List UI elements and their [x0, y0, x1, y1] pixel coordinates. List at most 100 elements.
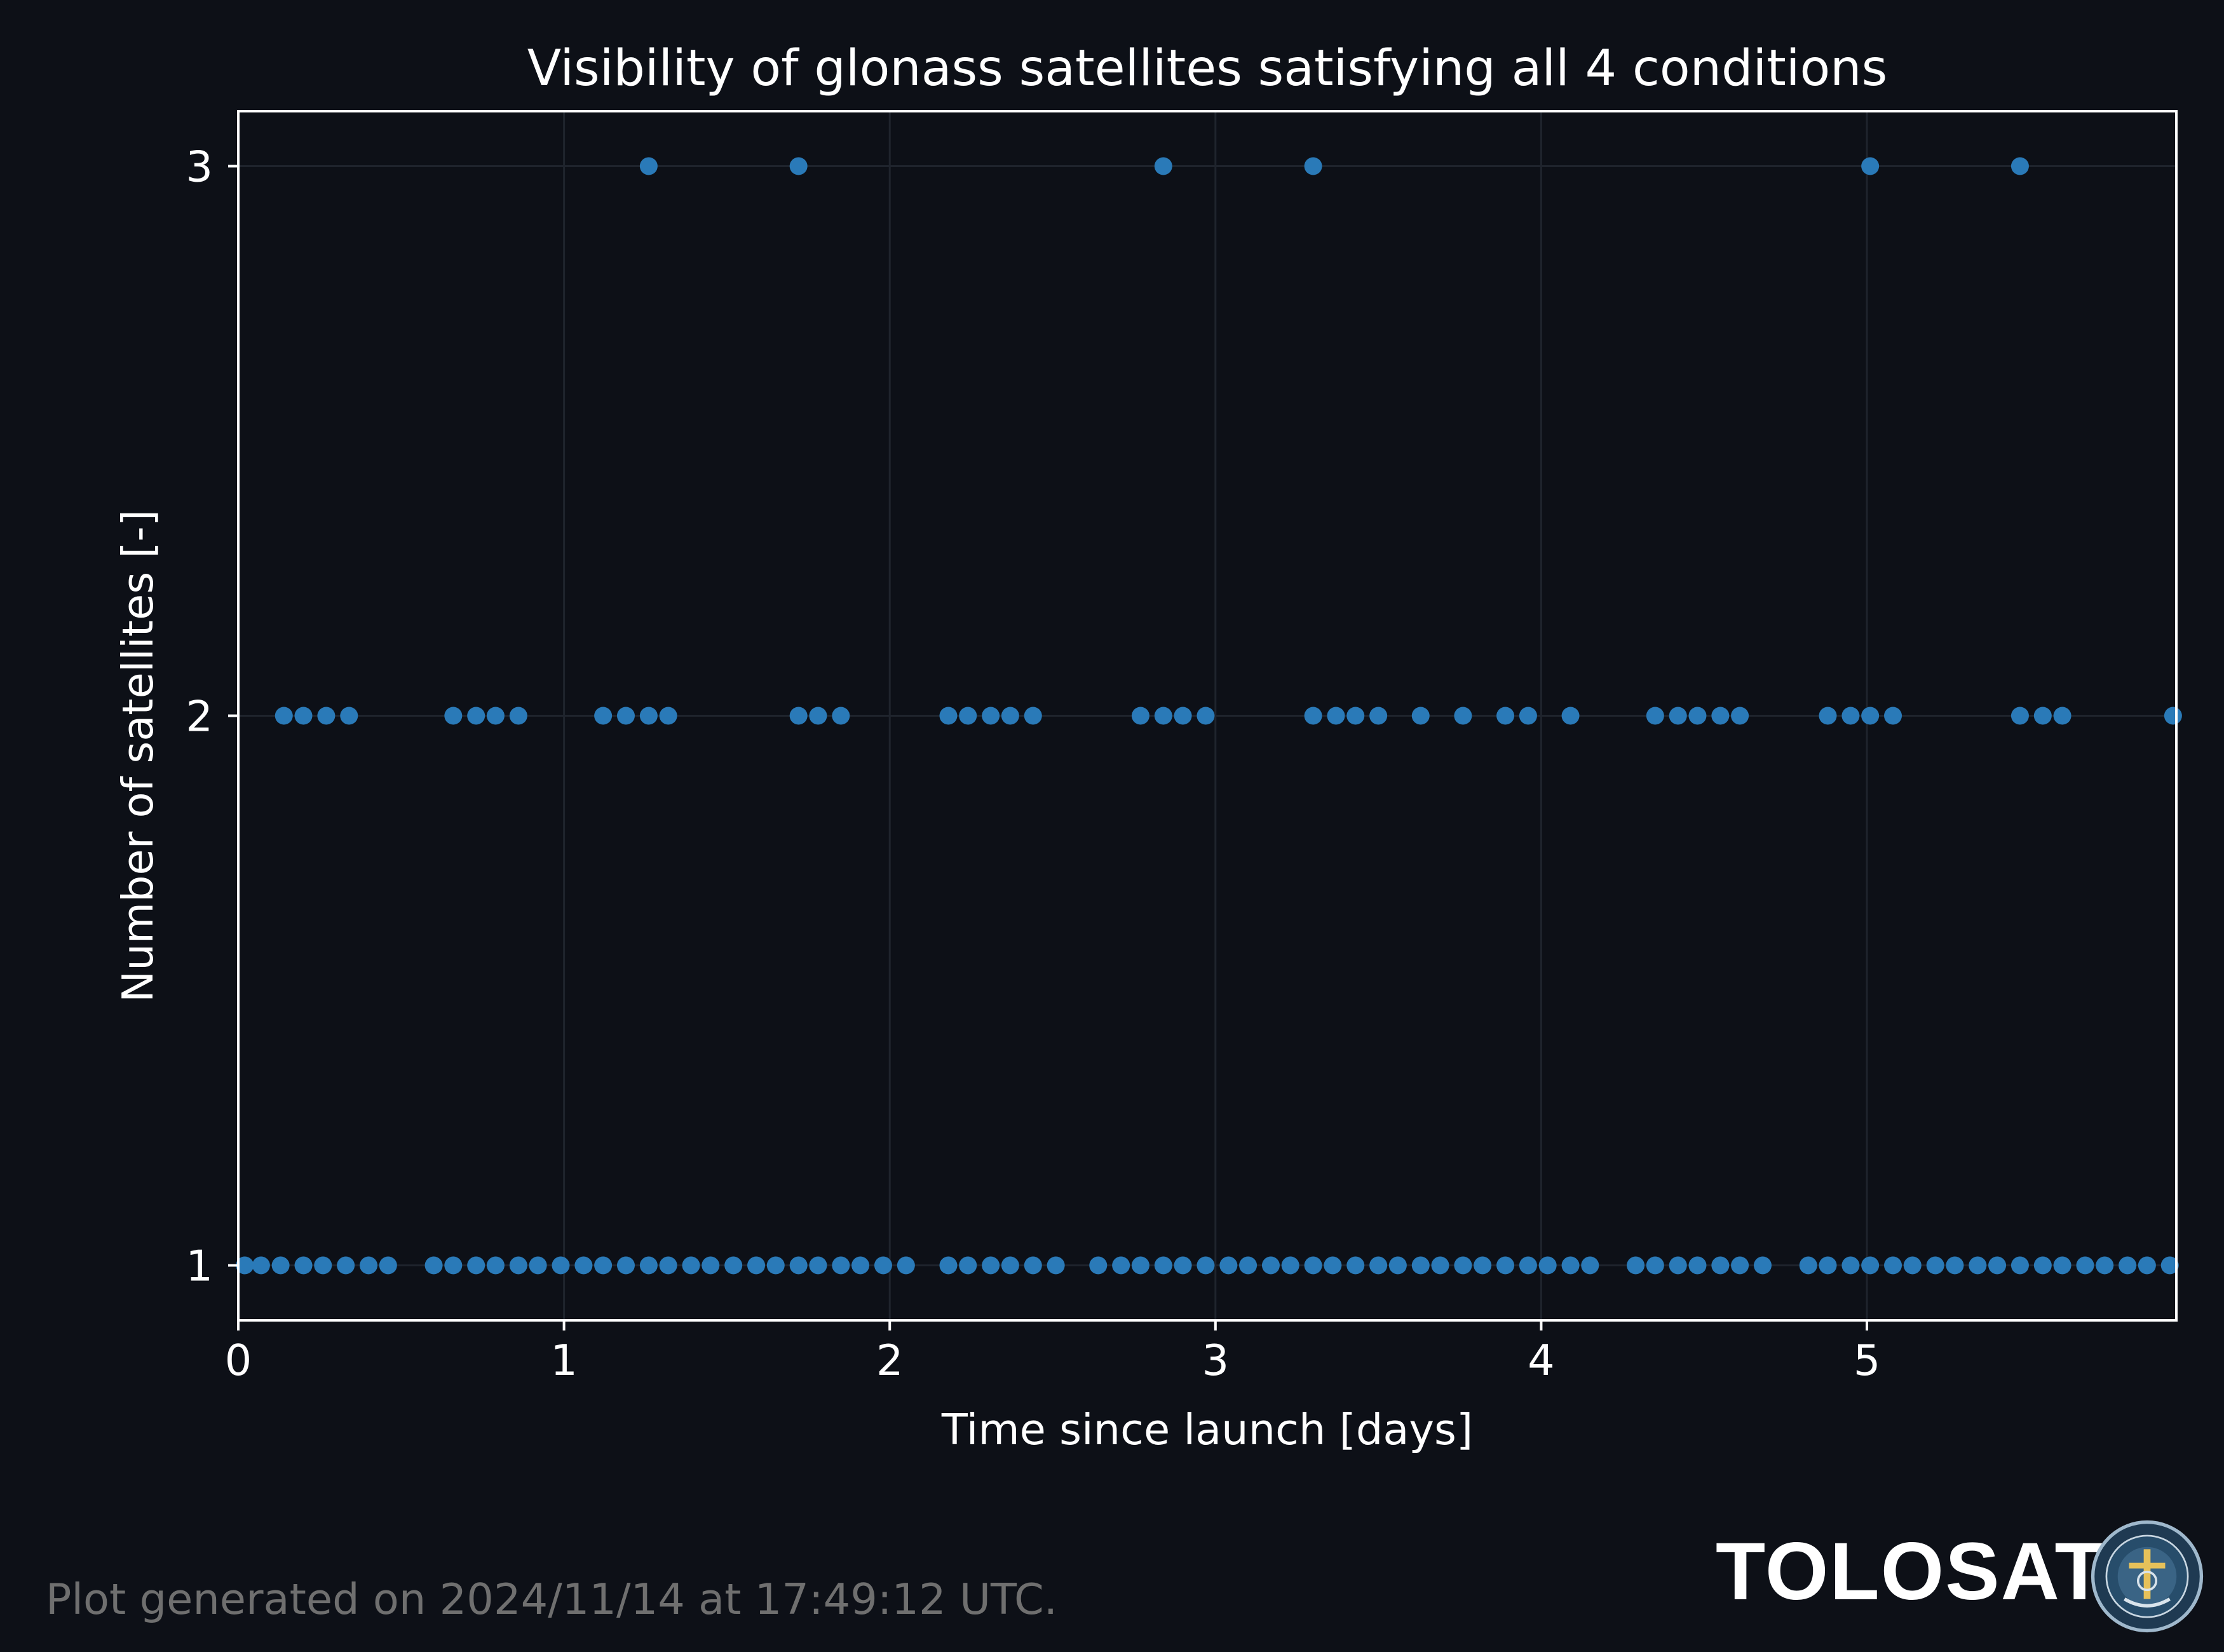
- data-point: [1538, 1256, 1557, 1275]
- data-point: [639, 1256, 658, 1275]
- data-point: [2053, 707, 2071, 725]
- data-point: [1131, 1256, 1149, 1275]
- data-point: [317, 707, 336, 725]
- data-point: [617, 707, 635, 725]
- y-tick-label: 2: [186, 692, 213, 741]
- data-point: [1261, 1256, 1280, 1275]
- data-point: [1024, 1256, 1042, 1275]
- data-point: [2033, 707, 2052, 725]
- data-point: [1431, 1256, 1449, 1275]
- data-point: [1454, 707, 1472, 725]
- data-point: [271, 1256, 290, 1275]
- data-point: [1112, 1256, 1130, 1275]
- data-point: [789, 707, 808, 725]
- data-point: [2010, 707, 2029, 725]
- data-point: [467, 707, 485, 725]
- data-point: [939, 1256, 958, 1275]
- x-axis-label: Time since launch [days]: [941, 1405, 1473, 1454]
- data-point: [1731, 707, 1749, 725]
- data-point: [1089, 1256, 1108, 1275]
- data-point: [1154, 157, 1172, 175]
- data-point: [659, 707, 677, 725]
- data-point: [2096, 1256, 2114, 1275]
- data-point: [444, 707, 463, 725]
- data-point: [1799, 1256, 1817, 1275]
- data-point: [2010, 157, 2029, 175]
- data-point: [1154, 1256, 1172, 1275]
- generation-timestamp: Plot generated on 2024/11/14 at 17:49:12…: [46, 1574, 1058, 1624]
- x-tick-label: 1: [550, 1336, 578, 1385]
- data-point: [1281, 1256, 1299, 1275]
- y-tick-label: 1: [186, 1242, 213, 1291]
- x-tick-label: 4: [1528, 1336, 1555, 1385]
- data-point: [1388, 1256, 1407, 1275]
- data-point: [682, 1256, 700, 1275]
- tolosat-logo-text: TOLOSAT: [1716, 1526, 2106, 1617]
- data-point: [1646, 1256, 1664, 1275]
- data-point: [1731, 1256, 1749, 1275]
- data-point: [509, 1256, 527, 1275]
- data-point: [1369, 707, 1388, 725]
- data-point: [1688, 1256, 1707, 1275]
- data-point: [552, 1256, 570, 1275]
- tolosat-badge-icon: [2091, 1520, 2204, 1633]
- x-tick-label: 3: [1202, 1336, 1229, 1385]
- data-point: [2164, 707, 2182, 725]
- data-point: [2138, 1256, 2156, 1275]
- data-point: [1304, 157, 1322, 175]
- data-point: [2010, 1256, 2029, 1275]
- data-point: [252, 1256, 270, 1275]
- data-point: [1646, 707, 1664, 725]
- data-point: [659, 1256, 677, 1275]
- data-point: [1304, 707, 1322, 725]
- data-point: [809, 707, 827, 725]
- data-point: [294, 1256, 313, 1275]
- data-point: [1753, 1256, 1772, 1275]
- data-point: [1047, 1256, 1065, 1275]
- data-point: [789, 157, 808, 175]
- data-point: [1819, 1256, 1837, 1275]
- data-point: [1001, 1256, 1019, 1275]
- data-point: [874, 1256, 892, 1275]
- data-point: [1001, 707, 1019, 725]
- data-point: [1561, 707, 1580, 725]
- data-point: [639, 707, 658, 725]
- data-point: [1131, 707, 1149, 725]
- data-point: [1884, 707, 1902, 725]
- data-point: [809, 1256, 827, 1275]
- data-point: [1411, 1256, 1430, 1275]
- data-point: [1411, 707, 1430, 725]
- data-point: [1174, 707, 1192, 725]
- data-point: [1688, 707, 1707, 725]
- data-point: [1369, 1256, 1388, 1275]
- data-point: [467, 1256, 485, 1275]
- data-point: [2119, 1256, 2137, 1275]
- data-point: [2160, 1256, 2179, 1275]
- data-point: [340, 707, 358, 725]
- data-point: [509, 707, 527, 725]
- data-point: [832, 707, 850, 725]
- data-point: [529, 1256, 547, 1275]
- data-point: [747, 1256, 766, 1275]
- data-point: [1519, 707, 1537, 725]
- data-point: [1024, 707, 1042, 725]
- data-point: [314, 1256, 332, 1275]
- y-axis-label: Number of satellites [-]: [113, 510, 163, 1003]
- data-point: [1496, 707, 1515, 725]
- x-tick-label: 2: [876, 1336, 904, 1385]
- x-tick-label: 0: [225, 1336, 252, 1385]
- data-point: [897, 1256, 915, 1275]
- data-point: [832, 1256, 850, 1275]
- data-point: [1327, 707, 1345, 725]
- data-point: [1669, 707, 1687, 725]
- data-point: [982, 1256, 1000, 1275]
- data-point: [574, 1256, 593, 1275]
- data-point: [1627, 1256, 1645, 1275]
- data-point: [617, 1256, 635, 1275]
- data-point: [766, 1256, 785, 1275]
- data-point: [1884, 1256, 1902, 1275]
- data-point: [360, 1256, 378, 1275]
- data-point: [939, 707, 958, 725]
